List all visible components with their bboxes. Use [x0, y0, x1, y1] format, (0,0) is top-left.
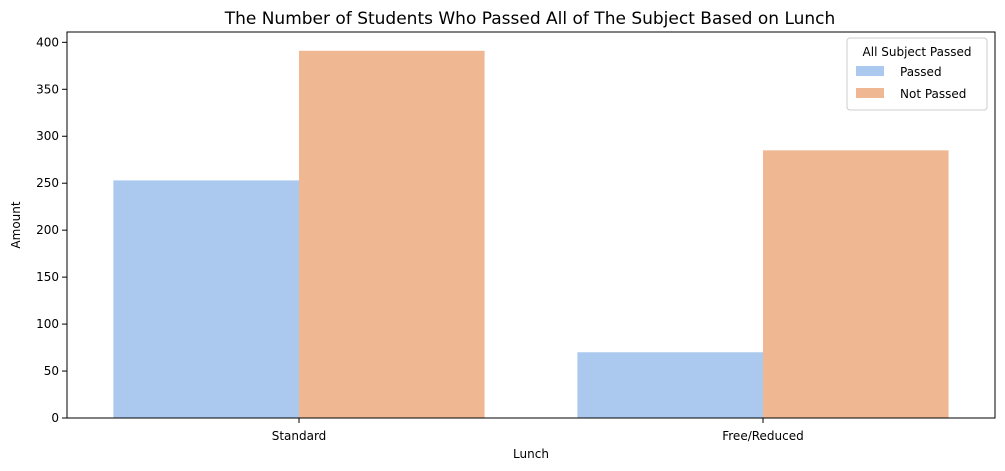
bar-not-passed-free-reduced [763, 150, 949, 419]
y-axis-label: Amount [9, 201, 23, 248]
y-tick-label: 300 [36, 129, 59, 143]
legend-title: All Subject Passed [863, 45, 972, 59]
y-axis: 0 50 100 150 200 250 300 350 400 [36, 35, 67, 425]
bar-passed-standard [113, 180, 300, 418]
x-axis-label: Lunch [513, 447, 549, 461]
y-tick-label: 100 [36, 317, 59, 331]
legend-label-passed: Passed [900, 65, 942, 79]
y-tick-label: 150 [36, 270, 59, 284]
y-tick-label: 350 [36, 82, 59, 96]
plot-frame [66, 31, 996, 419]
bars-group [113, 50, 949, 419]
chart-title: The Number of Students Who Passed All of… [224, 9, 836, 29]
x-tick-label: Standard [272, 429, 327, 443]
legend-label-not-passed: Not Passed [900, 87, 966, 101]
bar-not-passed-standard [299, 50, 485, 419]
legend-swatch-not-passed [856, 88, 884, 98]
legend-swatch-passed [856, 66, 884, 76]
y-tick-label: 400 [36, 35, 59, 49]
legend: All Subject Passed Passed Not Passed [846, 37, 988, 111]
x-tick-label: Free/Reduced [722, 429, 804, 443]
bar-passed-free-reduced [577, 352, 763, 418]
y-tick-label: 250 [36, 176, 59, 190]
x-axis: Standard Free/Reduced [272, 418, 804, 443]
y-tick-label: 0 [51, 411, 59, 425]
y-tick-label: 200 [36, 223, 59, 237]
y-tick-label: 50 [44, 364, 59, 378]
